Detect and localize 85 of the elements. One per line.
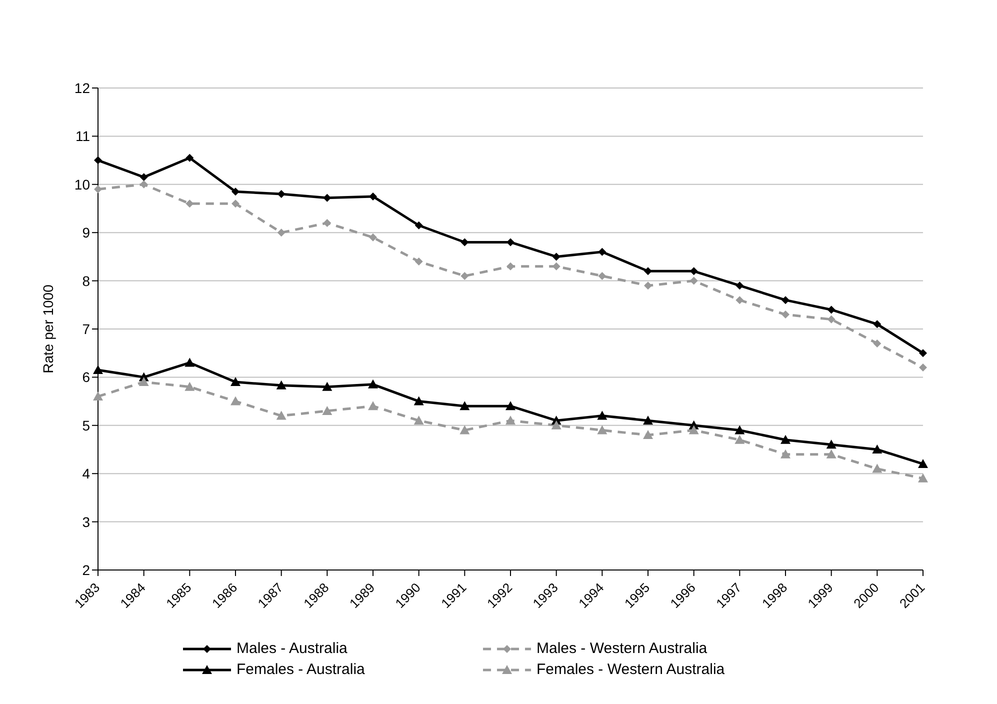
point — [414, 221, 423, 230]
point — [93, 364, 103, 374]
y-tick-label: 7 — [82, 320, 90, 337]
point — [93, 391, 103, 400]
point — [186, 154, 194, 162]
y-tick-label: 8 — [82, 272, 90, 289]
point — [690, 267, 698, 276]
point — [460, 425, 470, 434]
legend-label: Females - Western Australia — [536, 661, 725, 678]
point — [826, 440, 836, 449]
point — [597, 425, 608, 434]
legend-label: Males - Australia — [236, 640, 348, 657]
legend-label: Males - Western Australia — [536, 640, 708, 657]
point — [872, 444, 882, 454]
point — [827, 315, 836, 324]
point — [734, 434, 745, 444]
point — [369, 233, 377, 242]
point — [873, 320, 882, 328]
point — [598, 272, 606, 280]
point — [277, 228, 286, 237]
point — [94, 185, 102, 194]
point — [597, 410, 608, 420]
point — [736, 282, 744, 290]
point — [919, 349, 927, 358]
point — [322, 382, 332, 391]
point — [140, 180, 148, 188]
point — [322, 406, 332, 415]
point — [506, 262, 514, 270]
point — [598, 248, 606, 256]
point — [414, 258, 423, 266]
point — [368, 379, 378, 388]
point — [736, 296, 744, 304]
point — [918, 473, 928, 482]
point — [551, 420, 562, 430]
point — [414, 416, 424, 425]
y-tick-label: 5 — [82, 417, 90, 434]
y-tick-label: 9 — [82, 224, 90, 241]
point — [369, 192, 377, 200]
point — [276, 410, 286, 420]
y-tick-label: 3 — [82, 514, 90, 530]
point — [138, 377, 149, 386]
point — [184, 358, 195, 367]
point — [460, 272, 469, 280]
point — [780, 449, 790, 458]
y-tick-label: 12 — [74, 80, 90, 96]
point — [643, 416, 653, 425]
point — [918, 458, 928, 468]
point — [277, 190, 286, 198]
point — [919, 364, 927, 372]
point — [780, 434, 790, 444]
point — [414, 396, 424, 406]
y-tick-label: 4 — [82, 466, 90, 482]
point — [460, 401, 470, 410]
point — [230, 377, 240, 386]
point — [94, 156, 102, 164]
point — [734, 425, 745, 434]
point — [276, 380, 286, 390]
point — [323, 218, 332, 227]
point — [782, 296, 790, 304]
point — [506, 416, 516, 425]
point — [232, 200, 240, 208]
point — [506, 401, 516, 410]
y-tick-label: 11 — [75, 128, 90, 144]
point — [782, 310, 790, 319]
point — [644, 282, 652, 290]
point — [827, 306, 836, 314]
point — [552, 252, 560, 261]
point — [688, 425, 699, 434]
point — [643, 430, 653, 440]
y-axis-title: Rate per 1000 — [40, 284, 56, 374]
point — [140, 173, 148, 182]
point — [873, 339, 882, 348]
point — [826, 449, 836, 458]
point — [368, 401, 378, 410]
point — [690, 276, 698, 285]
point — [506, 238, 514, 246]
point — [644, 267, 652, 276]
point — [230, 396, 240, 406]
legend-label: Females - Australia — [236, 661, 365, 678]
y-tick-label: 6 — [82, 369, 90, 386]
point — [872, 464, 882, 473]
y-tick-label: 2 — [82, 562, 90, 578]
point — [232, 188, 240, 196]
y-tick-label: 10 — [74, 176, 90, 192]
point — [184, 382, 195, 391]
